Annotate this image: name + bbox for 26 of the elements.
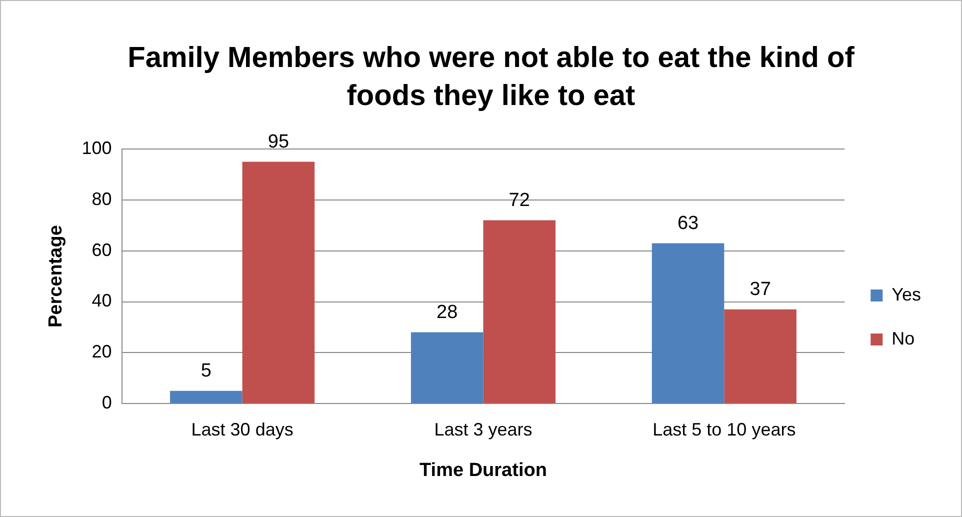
y-tick-label: 0 xyxy=(102,392,112,413)
x-axis-title: Time Duration xyxy=(420,460,547,481)
bar xyxy=(410,332,484,404)
y-tick-label: 100 xyxy=(82,138,112,158)
data-label: 63 xyxy=(677,212,699,234)
bar xyxy=(170,390,242,404)
bar xyxy=(483,220,556,404)
data-label: 28 xyxy=(436,302,458,324)
data-label: 37 xyxy=(750,279,771,300)
data-label: 72 xyxy=(508,190,530,212)
y-axis-title: Percentage xyxy=(46,225,67,328)
y-tick-label: 40 xyxy=(92,290,112,311)
x-tick-label: Last 3 years xyxy=(434,419,532,440)
chart-title: Family Members who were not able to eat the kind of foods they like to eat xyxy=(126,41,856,114)
legend-label: No xyxy=(892,328,915,348)
x-tick-label: Last 30 days xyxy=(191,419,294,440)
legend-label: Yes xyxy=(892,284,922,304)
data-label: 5 xyxy=(200,360,212,382)
y-tick-label: 20 xyxy=(92,342,112,362)
data-label: 95 xyxy=(268,131,290,152)
bar xyxy=(724,309,796,404)
bar xyxy=(652,243,724,404)
y-tick-label: 80 xyxy=(92,188,112,209)
x-tick-label: Last 5 to 10 years xyxy=(652,419,796,440)
bar xyxy=(242,162,315,404)
y-tick-label: 60 xyxy=(92,240,112,260)
